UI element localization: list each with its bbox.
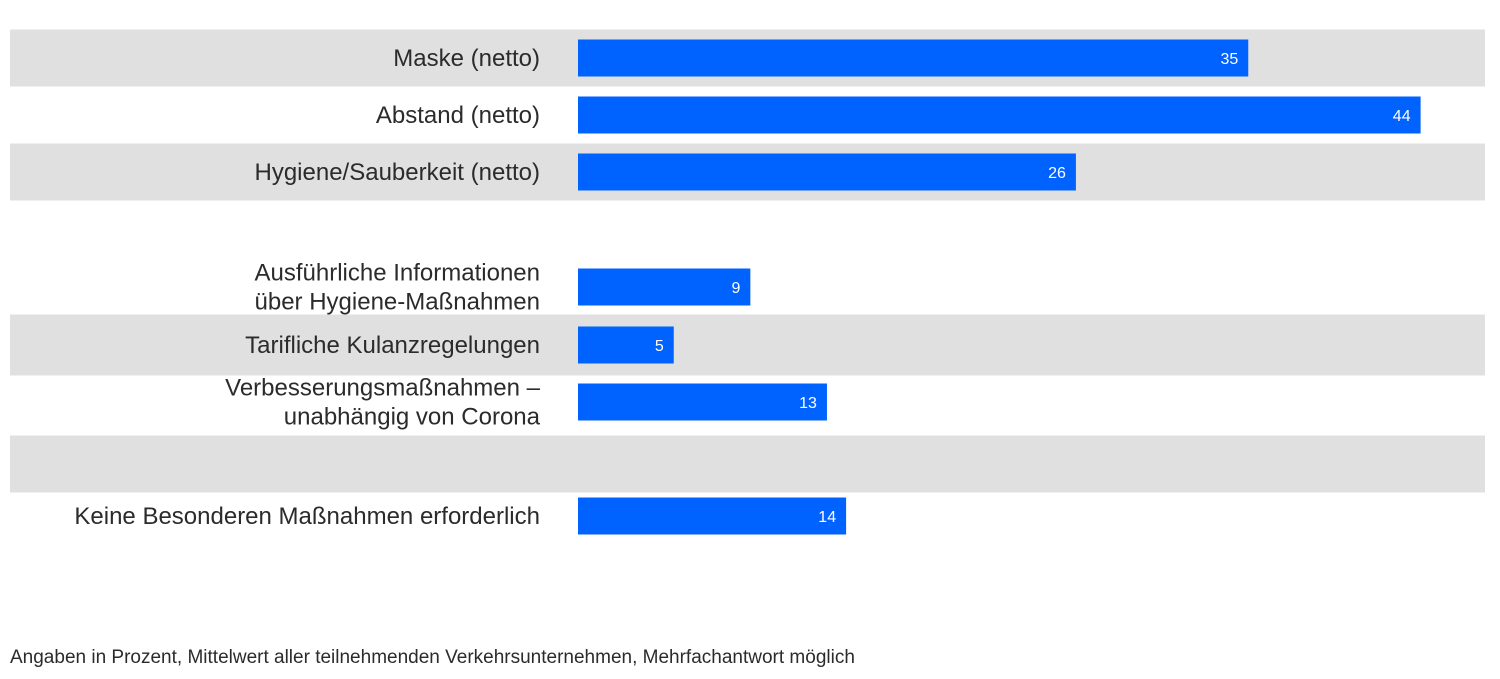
- category-label: Tarifliche Kulanzregelungen: [245, 332, 540, 359]
- bar-value-label: 26: [1048, 165, 1066, 182]
- category-label: unabhängig von Corona: [284, 404, 541, 431]
- chart-footnote: Angaben in Prozent, Mittelwert aller tei…: [10, 647, 855, 668]
- category-label: Verbesserungsmaßnahmen –: [225, 375, 541, 402]
- category-label: Abstand (netto): [376, 102, 540, 129]
- bar: [578, 268, 751, 306]
- bar-chart: Maske (netto) Abstand (netto) Hygiene/Saub…: [10, 29, 1485, 535]
- category-label: Maske (netto): [393, 45, 540, 72]
- bar: [578, 383, 827, 421]
- bar: [578, 39, 1249, 77]
- bar: [578, 326, 674, 364]
- category-label: Hygiene/Sauberkeit (netto): [255, 159, 541, 186]
- bar: [578, 153, 1076, 191]
- category-label: Ausführliche Informationen: [255, 260, 541, 287]
- category-label: Keine Besonderen Maßnahmen erforderlich: [74, 503, 540, 530]
- bar: [578, 497, 847, 535]
- bar-value-label: 13: [799, 395, 817, 412]
- row-band: [10, 435, 1485, 493]
- row-band: [10, 314, 1485, 376]
- bar: [578, 96, 1421, 134]
- bar-value-label: 5: [655, 338, 664, 355]
- bar-value-label: 35: [1220, 51, 1238, 68]
- category-label: über Hygiene-Maßnahmen: [255, 289, 540, 316]
- bar-value-label: 9: [731, 280, 740, 297]
- bar-value-label: 44: [1393, 108, 1411, 125]
- bar-value-label: 14: [818, 509, 836, 526]
